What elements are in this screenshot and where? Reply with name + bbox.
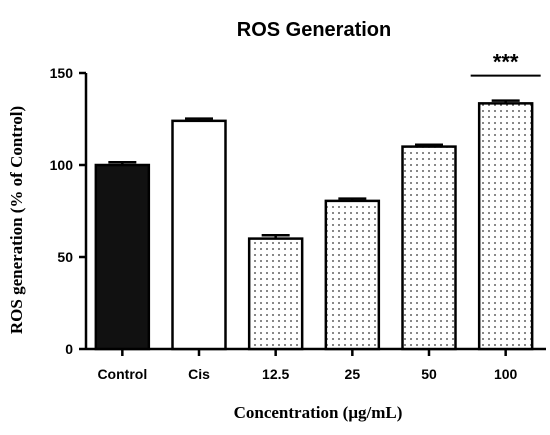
x-tick-label: 100 bbox=[494, 366, 518, 382]
x-tick-label: 25 bbox=[345, 366, 361, 382]
plot-area: 0 50 100 150 Control Cis 12.5 25 50 100 *** bbox=[50, 50, 546, 382]
x-tick-label: 12.5 bbox=[262, 366, 289, 382]
y-axis-label: ROS generation (% of Control) bbox=[7, 106, 26, 334]
bar bbox=[477, 102, 534, 351]
x-tick-label: Control bbox=[97, 366, 147, 382]
significance-marker: *** bbox=[493, 50, 519, 75]
x-axis-label: Concentration (μg/mL) bbox=[234, 403, 403, 422]
y-tick-label: 150 bbox=[50, 65, 74, 81]
bar bbox=[171, 119, 227, 351]
bar bbox=[401, 145, 457, 351]
x-tick-label: Cis bbox=[188, 366, 210, 382]
bar bbox=[94, 163, 151, 351]
bar bbox=[324, 199, 381, 351]
bar bbox=[247, 237, 304, 351]
chart-title: ROS Generation bbox=[237, 19, 391, 41]
y-tick-label: 0 bbox=[65, 341, 73, 357]
y-tick-label: 100 bbox=[50, 157, 74, 173]
y-tick-label: 50 bbox=[57, 249, 73, 265]
x-tick-label: 50 bbox=[421, 366, 437, 382]
